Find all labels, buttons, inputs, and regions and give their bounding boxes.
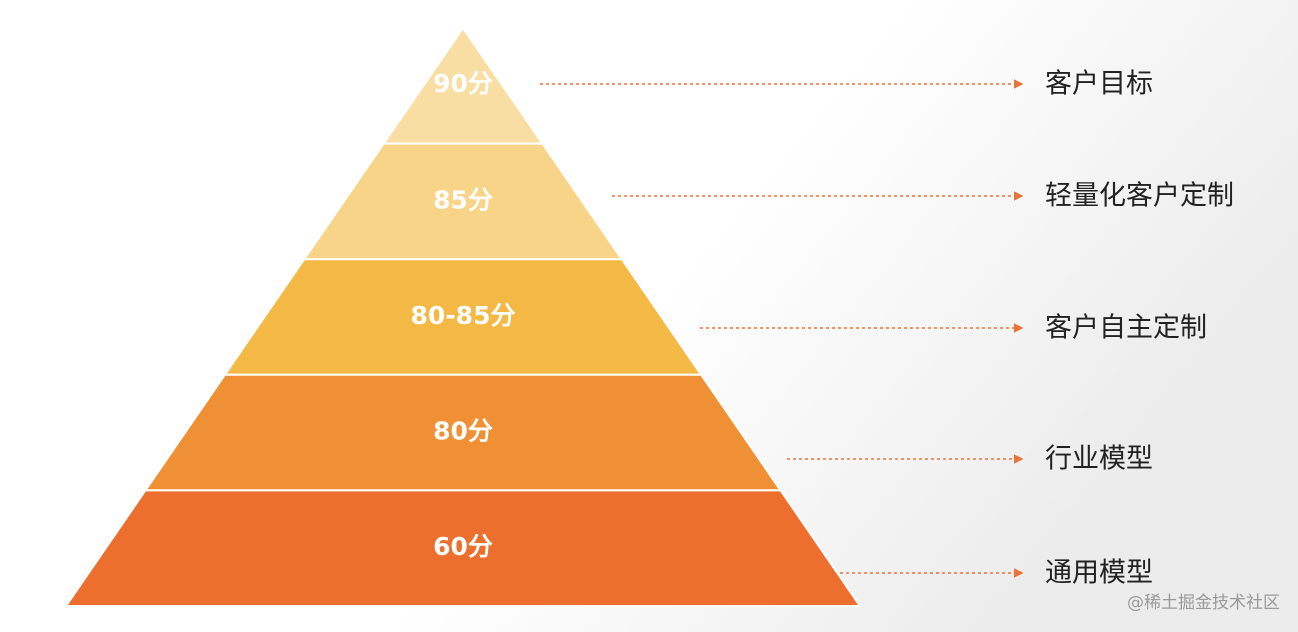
- pyramid-level: [64, 489, 862, 607]
- level-score: 85分: [433, 185, 493, 214]
- level-score: 80分: [433, 417, 493, 446]
- level-score: 80-85分: [411, 301, 516, 330]
- level-score: 60分: [433, 532, 493, 561]
- level-label: 通用模型: [1045, 558, 1153, 589]
- level-score: 90分: [433, 69, 493, 98]
- level-label: 行业模型: [1045, 444, 1153, 475]
- watermark: @稀土掘金技术社区: [1127, 593, 1280, 613]
- level-label: 客户自主定制: [1045, 313, 1207, 344]
- level-label: 轻量化客户定制: [1045, 181, 1234, 212]
- level-label: 客户目标: [1045, 69, 1153, 100]
